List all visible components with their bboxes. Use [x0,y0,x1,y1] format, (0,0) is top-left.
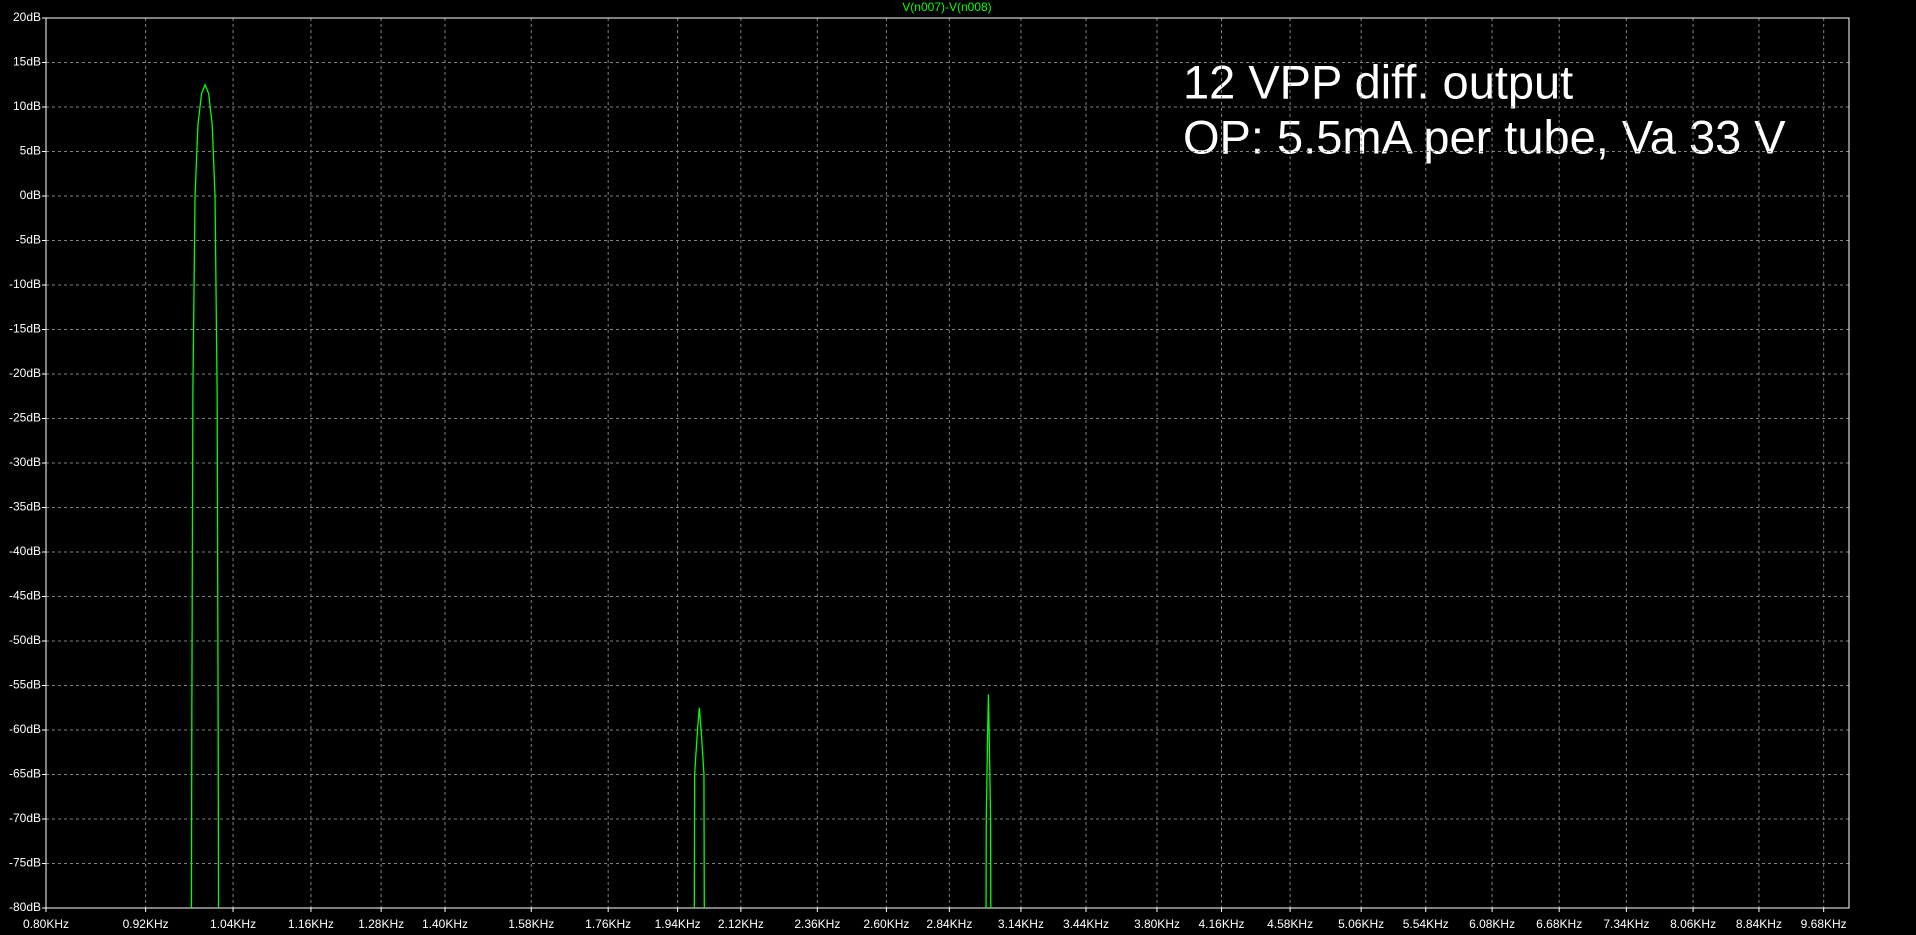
y-tick-label: 10dB [13,99,41,113]
x-tick-label: 4.16KHz [1198,917,1244,931]
x-tick-label: 1.28KHz [358,917,404,931]
x-tick-label: 2.60KHz [863,917,909,931]
chart-title: V(n007)-V(n008) [902,0,991,14]
annotation: 12 VPP diff. output [1183,55,1573,108]
x-tick-label: 6.08KHz [1469,917,1515,931]
y-tick-label: -70dB [9,811,41,825]
x-tick-label: 1.76KHz [585,917,631,931]
x-tick-label: 1.16KHz [288,917,334,931]
x-tick-label: 5.06KHz [1338,917,1384,931]
y-tick-label: -35dB [9,500,41,514]
x-tick-label: 8.84KHz [1736,917,1782,931]
y-tick-label: 15dB [13,55,41,69]
y-tick-label: -45dB [9,589,41,603]
y-tick-label: -10dB [9,277,41,291]
x-tick-label: 2.36KHz [794,917,840,931]
x-tick-label: 0.92KHz [123,917,169,931]
x-tick-label: 3.80KHz [1134,917,1180,931]
data-line [190,83,992,909]
y-tick-label: -80dB [9,900,41,914]
y-tick-label: -50dB [9,633,41,647]
y-tick-label: -20dB [9,366,41,380]
plot-frame [45,17,1850,909]
x-tick-label: 8.06KHz [1670,917,1716,931]
x-tick-label: 1.58KHz [508,917,554,931]
y-tick-label: -75dB [9,856,41,870]
y-tick-label: -25dB [9,411,41,425]
x-tick-label: 1.04KHz [210,917,256,931]
y-tick-label: -60dB [9,722,41,736]
x-tick-label: 1.40KHz [422,917,468,931]
x-tick-label: 6.68KHz [1536,917,1582,931]
x-tick-label: 5.54KHz [1403,917,1449,931]
y-tick-label: -40dB [9,544,41,558]
x-tick-label: 0.80KHz [23,917,69,931]
x-tick-label: 3.14KHz [998,917,1044,931]
y-tick-label: -55dB [9,678,41,692]
x-tick-label: 3.44KHz [1063,917,1109,931]
y-tick-label: -15dB [9,322,41,336]
annotation: OP: 5.5mA per tube, Va 33 V [1183,110,1786,163]
x-tick-label: 2.84KHz [926,917,972,931]
y-tick-label: -65dB [9,767,41,781]
x-tick-label: 1.94KHz [655,917,701,931]
y-tick-label: 20dB [13,10,41,24]
y-tick-label: -5dB [16,233,41,247]
x-tick-label: 2.12KHz [718,917,764,931]
x-tick-label: 9.68KHz [1801,917,1847,931]
y-tick-label: 5dB [20,144,41,158]
y-tick-label: 0dB [20,188,41,202]
x-tick-label: 7.34KHz [1603,917,1649,931]
y-tick-label: -30dB [9,455,41,469]
x-tick-label: 4.58KHz [1267,917,1313,931]
